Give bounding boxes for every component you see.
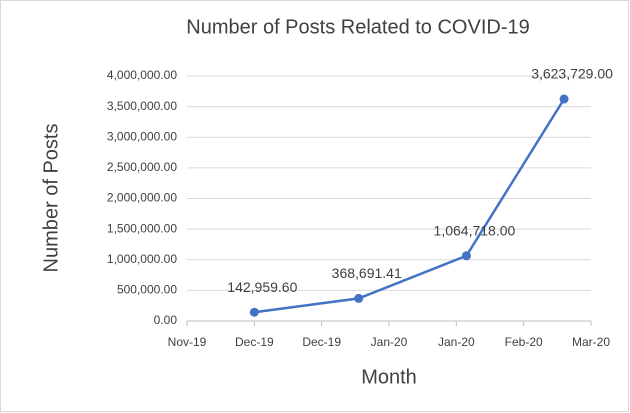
x-tick-label: Jan-20: [438, 335, 475, 349]
marker: [461, 251, 471, 261]
data-label: 1,064,718.00: [434, 222, 516, 238]
x-tick-label: Dec-19: [235, 335, 274, 349]
marker: [559, 94, 569, 104]
marker: [354, 293, 364, 303]
x-axis-label: Month: [361, 366, 417, 388]
y-tick-label: 0.00: [154, 313, 178, 327]
x-tick-label: Mar-20: [572, 335, 610, 349]
y-tick-label: 4,000,000.00: [107, 68, 177, 82]
data-label: 3,623,729.00: [531, 66, 613, 82]
line: [254, 98, 566, 314]
y-tick-label: 2,000,000.00: [107, 191, 177, 205]
y-tick-label: 500,000.00: [117, 283, 177, 297]
y-axis-label: Number of Posts: [40, 124, 62, 273]
y-tick-label: 3,000,000.00: [107, 129, 177, 143]
chart-title: Number of Posts Related to COVID-19: [186, 16, 529, 38]
y-tick-label: 3,500,000.00: [107, 99, 177, 113]
data-label: 142,959.60: [227, 279, 297, 295]
x-tick-label: Nov-19: [168, 335, 207, 349]
y-tick-label: 1,500,000.00: [107, 221, 177, 235]
x-tick-label: Feb-20: [505, 335, 543, 349]
marker: [249, 307, 259, 317]
x-tick-label: Dec-19: [302, 335, 341, 349]
x-tick-label: Jan-20: [371, 335, 408, 349]
y-tick-label: 1,000,000.00: [107, 252, 177, 266]
data-label: 368,691.41: [332, 265, 402, 281]
y-tick-label: 2,500,000.00: [107, 160, 177, 174]
